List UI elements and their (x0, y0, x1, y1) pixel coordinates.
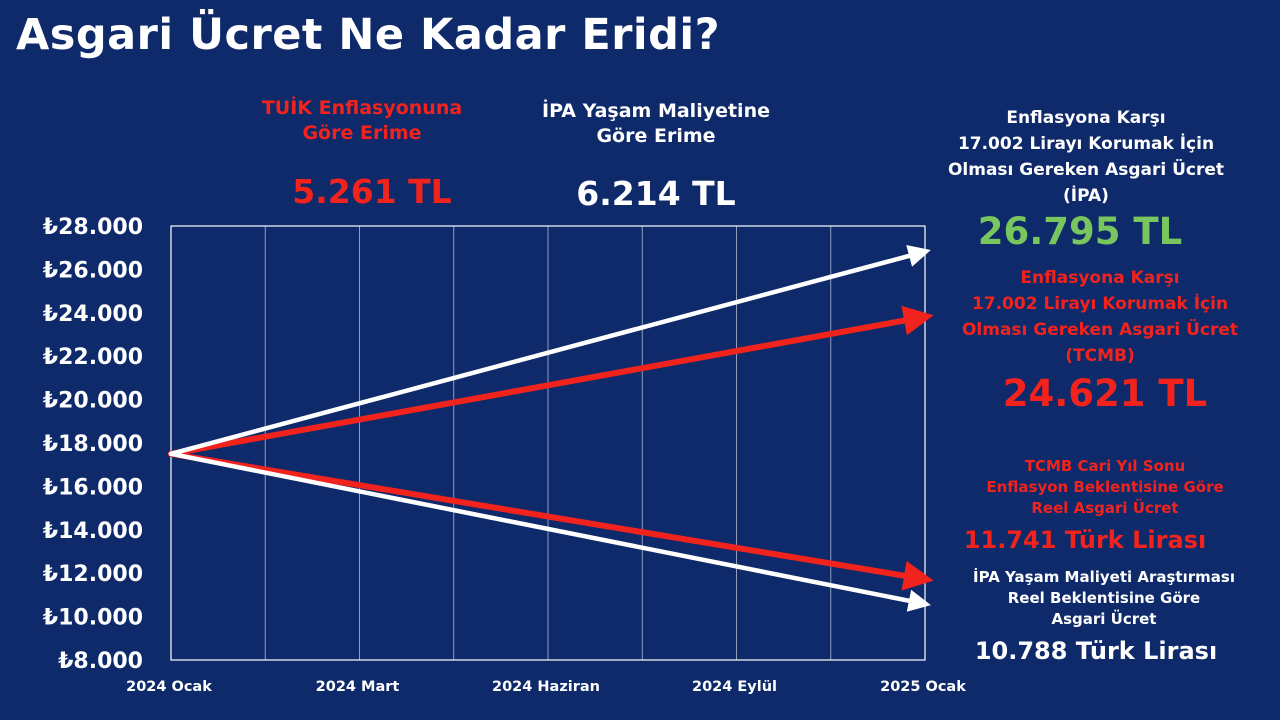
tuik-erosion-label-line1: TUİK Enflasyonuna (261, 97, 463, 119)
tcmb-target-value: 24.621 TL (1002, 372, 1208, 415)
y-tick-label: ₺14.000 (43, 519, 143, 544)
ipa-erosion-label-line1: İPA Yaşam Maliyetine (542, 100, 770, 122)
x-tick-label: 2024 Ocak (126, 679, 212, 695)
ipa-erosion-label: İPA Yaşam Maliyetine Göre Erime (496, 99, 816, 149)
annotation-line: 17.002 Lirayı Korumak İçin (971, 294, 1229, 314)
ipa-erosion-label-line2: Göre Erime (596, 125, 716, 147)
annotation-line: Enflasyona Karşı (1020, 268, 1180, 288)
y-tick-label: ₺20.000 (43, 389, 143, 414)
ipa-erosion-value: 6.214 TL (576, 174, 736, 213)
x-tick-label: 2024 Haziran (492, 679, 600, 695)
annotation-line: Reel Beklentisine Göre (1007, 589, 1201, 607)
annotation-line: 17.002 Lirayı Korumak İçin (957, 134, 1215, 154)
y-tick-label: ₺26.000 (43, 258, 143, 283)
series-line (168, 451, 931, 612)
ipa-target-annotation: Enflasyona Karşı 17.002 Lirayı Korumak İ… (906, 105, 1266, 209)
x-tick-label: 2024 Mart (316, 679, 400, 695)
tcmb-real-annotation: TCMB Cari Yıl Sonu Enflasyon Beklentisin… (930, 456, 1280, 519)
annotation-line: (İPA) (1063, 186, 1109, 206)
y-tick-label: ₺12.000 (43, 562, 143, 587)
y-tick-label: ₺18.000 (43, 432, 143, 457)
tuik-erosion-label: TUİK Enflasyonuna Göre Erime (232, 96, 492, 146)
annotation-line: Olması Gereken Asgari Ücret (947, 160, 1225, 180)
series-line (168, 450, 934, 591)
annotation-line: Asgari Ücret (1051, 610, 1157, 628)
ipa-real-annotation: İPA Yaşam Maliyeti Araştırması Reel Bekl… (936, 567, 1272, 630)
annotation-line: (TCMB) (1065, 346, 1135, 366)
tcmb-target-annotation: Enflasyona Karşı 17.002 Lirayı Korumak İ… (920, 265, 1280, 369)
ipa-target-value: 26.795 TL (977, 210, 1183, 253)
annotation-line: TCMB Cari Yıl Sonu (1024, 457, 1186, 475)
page-title: Asgari Ücret Ne Kadar Eridi? (16, 10, 721, 60)
x-tick-label: 2024 Eylül (692, 679, 777, 695)
tuik-erosion-value: 5.261 TL (292, 172, 452, 211)
annotation-line: İPA Yaşam Maliyeti Araştırması (973, 568, 1235, 586)
y-tick-label: ₺16.000 (43, 475, 143, 500)
series-line (168, 305, 934, 457)
tcmb-real-value: 11.741 Türk Lirası (963, 526, 1207, 554)
x-tick-label: 2025 Ocak (880, 679, 966, 695)
annotation-line: Reel Asgari Ücret (1031, 499, 1179, 517)
y-tick-label: ₺22.000 (43, 345, 143, 370)
y-tick-label: ₺24.000 (43, 302, 143, 327)
y-tick-label: ₺28.000 (43, 215, 143, 240)
y-tick-label: ₺8.000 (58, 649, 143, 674)
annotation-line: Olması Gereken Asgari Ücret (961, 320, 1239, 340)
y-tick-label: ₺10.000 (43, 606, 143, 631)
annotation-line: Enflasyon Beklentisine Göre (986, 478, 1224, 496)
tuik-erosion-label-line2: Göre Erime (302, 122, 422, 144)
series-line (168, 245, 931, 457)
ipa-real-value: 10.788 Türk Lirası (974, 637, 1218, 665)
annotation-line: Enflasyona Karşı (1006, 108, 1166, 128)
